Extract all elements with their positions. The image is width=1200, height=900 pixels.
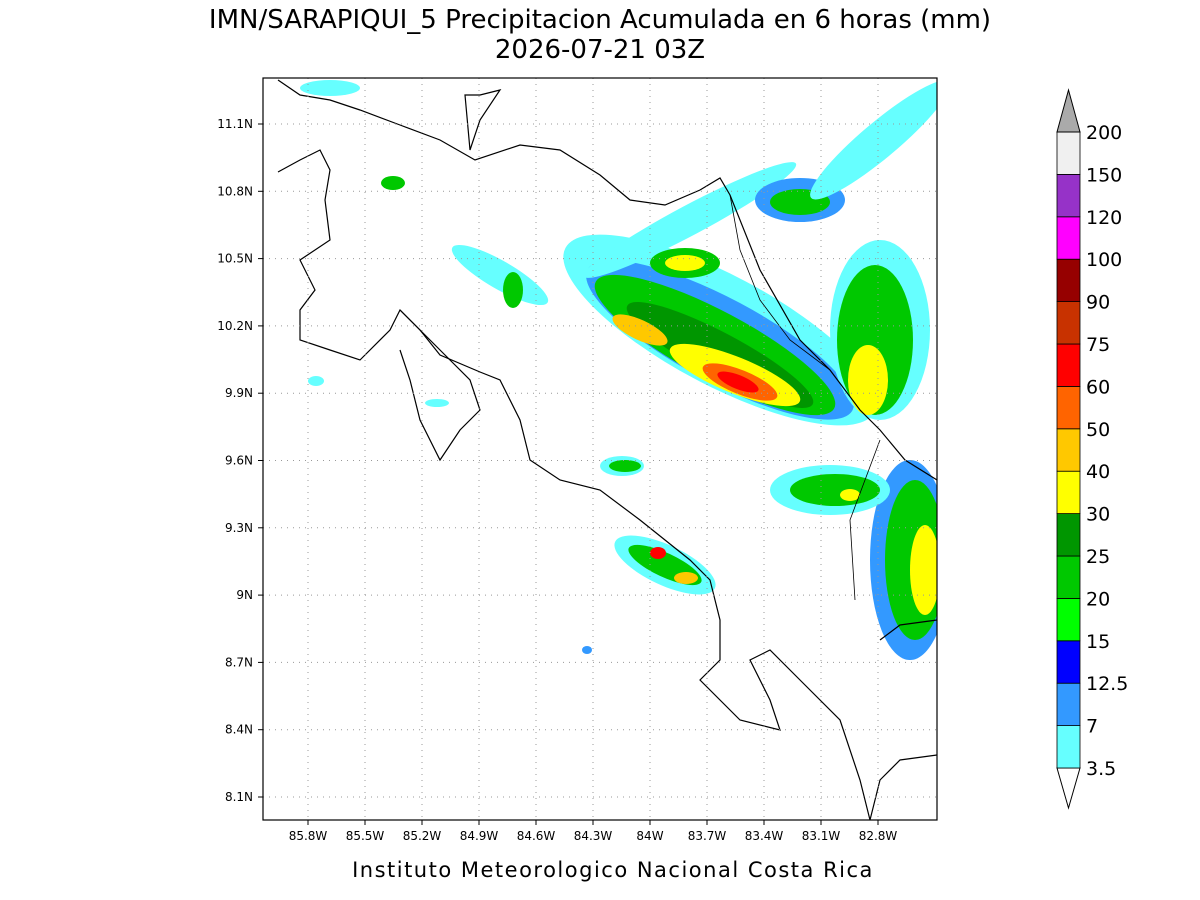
lon-tick-label: 83.1W (802, 829, 841, 843)
lon-tick-label: 84.9W (460, 829, 499, 843)
lat-tick-label: 8.4N (225, 723, 253, 737)
colorbar-label: 150 (1086, 164, 1122, 186)
map-frame (262, 77, 938, 821)
colorbar-box (1056, 343, 1081, 387)
colorbar-under (1056, 767, 1081, 810)
colorbar-label: 20 (1086, 588, 1110, 610)
colorbar-label: 7 (1086, 716, 1098, 738)
lat-tick-label: 9.6N (225, 454, 253, 468)
colorbar-label: 50 (1086, 419, 1110, 441)
colorbar-box (1056, 385, 1081, 430)
coastline (277, 79, 937, 820)
subtitle: 2026-07-21 03Z (495, 35, 705, 65)
colorbar-box (1056, 301, 1081, 345)
lat-tick-label: 11.1N (217, 117, 253, 131)
colorbar-over (1056, 88, 1081, 133)
lon-tick-label: 82.8W (859, 829, 898, 843)
lon-tick-label: 84.6W (517, 829, 556, 843)
lon-tick-label: 83.4W (745, 829, 784, 843)
colorbar-box (1056, 682, 1081, 727)
colorbar-label: 40 (1086, 461, 1110, 483)
colorbar-box (1056, 131, 1081, 175)
colorbar-label: 30 (1086, 504, 1110, 526)
lat-tick-label: 9.3N (225, 521, 253, 535)
colorbar-label: 100 (1086, 249, 1122, 271)
precip-field (300, 80, 937, 660)
colorbar-label: 90 (1086, 292, 1110, 314)
lon-tick-label: 83.7W (688, 829, 727, 843)
colorbar-box (1056, 555, 1081, 599)
colorbar-label: 120 (1086, 207, 1122, 229)
colorbar-label: 60 (1086, 376, 1110, 398)
lon-tick-label: 84W (636, 829, 663, 843)
colorbar-box (1056, 470, 1081, 515)
lon-tick-label: 85.5W (346, 829, 385, 843)
colorbar-label: 75 (1086, 334, 1110, 356)
colorbar-box (1056, 258, 1081, 303)
title: IMN/SARAPIQUI_5 Precipitacion Acumulada … (209, 5, 991, 35)
colorbar-label: 200 (1086, 122, 1122, 144)
lon-tick-label: 85.8W (289, 829, 328, 843)
lon-tick-label: 84.3W (574, 829, 613, 843)
lat-tick-label: 10.5N (217, 252, 253, 266)
graticule: 85.8W 85.5W 85.2W 84.9W 84.6W 84.3W 84W 83.7W 83… (217, 78, 937, 843)
footer: Instituto Meteorologico Nacional Costa R… (352, 858, 874, 882)
colorbar-box (1056, 173, 1081, 218)
colorbar-box (1056, 513, 1081, 557)
lat-tick-label: 8.1N (225, 790, 253, 804)
lat-tick-label: 8.7N (225, 655, 253, 669)
colorbar-box (1056, 598, 1081, 642)
lat-tick-label: 9.9N (225, 386, 253, 400)
colorbar-label: 25 (1086, 546, 1110, 568)
lat-tick-label: 9N (236, 588, 253, 602)
colorbar-label: 3.5 (1086, 758, 1116, 780)
colorbar-box (1056, 216, 1081, 260)
colorbar-label: 12.5 (1086, 673, 1128, 695)
colorbar-label: 15 (1086, 631, 1110, 653)
lon-tick-label: 85.2W (403, 829, 442, 843)
lat-tick-label: 10.2N (217, 319, 253, 333)
colorbar-box (1056, 428, 1081, 472)
colorbar-box (1056, 640, 1081, 684)
colorbar: 3.5 7 12.5 15 20 25 30 40 50 60 75 90 100 120 150 200 (1056, 88, 1128, 810)
lat-tick-label: 10.8N (217, 184, 253, 198)
colorbar-box (1056, 725, 1081, 769)
